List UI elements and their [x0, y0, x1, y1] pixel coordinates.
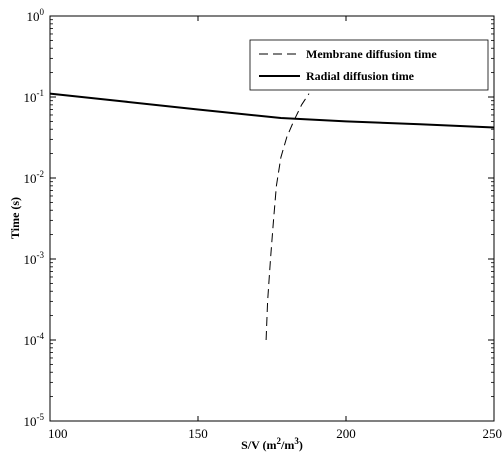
legend-label-radial: Radial diffusion time: [306, 69, 415, 83]
x-axis-title: S/V (m2/m3): [241, 436, 303, 452]
series-lines: [49, 92, 495, 341]
membrane-diffusion-line: [265, 93, 310, 341]
y-tick-label: 10-1: [24, 88, 45, 105]
y-tick-label: 10-5: [24, 412, 45, 429]
y-tick-labels: 10-5 10-4 10-3 10-2 10-1 100: [24, 7, 45, 429]
legend-box: [249, 39, 489, 91]
legend: Membrane diffusion time Radial diffusion…: [249, 39, 489, 91]
y-tick-label: 10-2: [24, 169, 45, 186]
axis-ticks: [49, 15, 495, 422]
y-axis-title: Time (s): [8, 197, 22, 239]
y-tick-label: 10-3: [24, 250, 45, 267]
x-tick-label: 200: [336, 426, 356, 441]
x-tick-label: 100: [48, 426, 68, 441]
x-tick-label: 150: [188, 426, 208, 441]
plot-frame: [49, 15, 495, 422]
x-tick-labels: 100 150 200 250: [48, 426, 502, 441]
y-tick-label: 100: [27, 7, 45, 24]
y-tick-label: 10-4: [24, 331, 45, 348]
x-tick-label: 250: [483, 426, 503, 441]
legend-label-membrane: Membrane diffusion time: [306, 47, 437, 61]
radial-diffusion-line: [49, 92, 495, 129]
